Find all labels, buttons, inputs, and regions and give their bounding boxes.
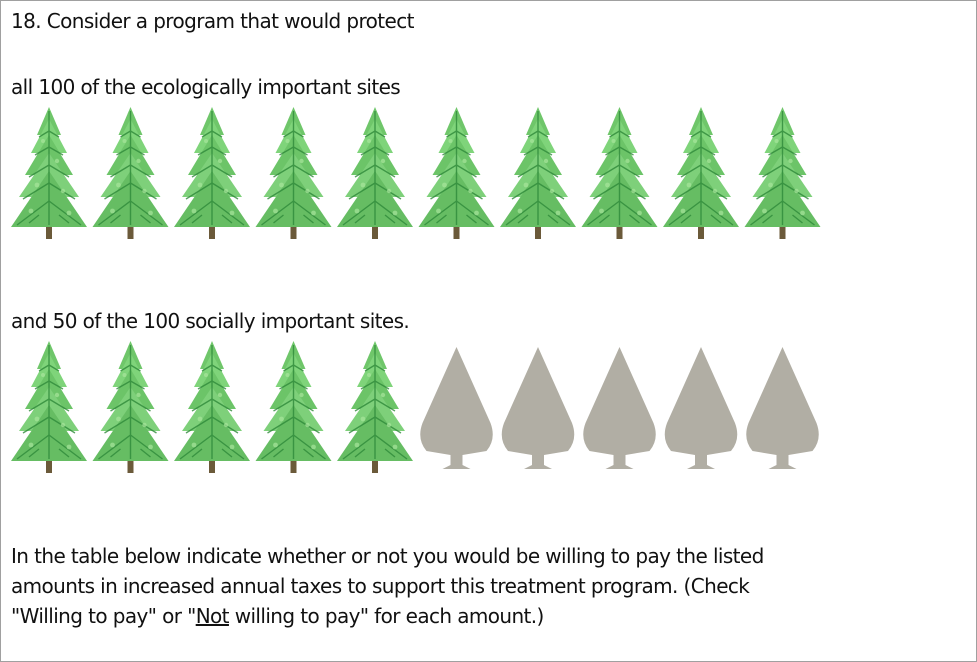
tree-icon (174, 341, 250, 473)
tree-icon (582, 107, 658, 239)
ecological-trees (9, 105, 829, 241)
ecological-text: all 100 of the ecologically important si… (11, 75, 400, 99)
instruction-emphasis: Not (196, 604, 229, 628)
social-trees (9, 339, 829, 475)
tree-icon (256, 341, 332, 473)
instruction-text: "Willing to pay" or " (11, 604, 196, 628)
instruction-line: "Willing to pay" or "Not willing to pay"… (11, 604, 544, 628)
instruction-line: amounts in increased annual taxes to sup… (11, 574, 749, 598)
tree-icon (174, 107, 250, 239)
tree-icon (663, 107, 739, 239)
survey-page: 18. Consider a program that would protec… (0, 0, 977, 662)
tree-icon (93, 341, 169, 473)
tree-icon (337, 341, 413, 473)
question: 18. Consider a program that would protec… (11, 9, 414, 33)
social-text: and 50 of the 100 socially important sit… (11, 309, 409, 333)
empty-tree-icon (420, 347, 493, 469)
instruction-text: willing to pay" for each amount.) (229, 604, 544, 628)
tree-icon (256, 107, 332, 239)
empty-tree-icon (665, 347, 738, 469)
tree-icon (11, 107, 87, 239)
tree-icon (419, 107, 495, 239)
tree-icon (500, 107, 576, 239)
empty-tree-icon (746, 347, 819, 469)
tree-icon (337, 107, 413, 239)
tree-icon (745, 107, 821, 239)
instruction-line: In the table below indicate whether or n… (11, 544, 764, 568)
tree-icon (11, 341, 87, 473)
empty-tree-icon (502, 347, 575, 469)
tree-icon (93, 107, 169, 239)
empty-tree-icon (583, 347, 656, 469)
